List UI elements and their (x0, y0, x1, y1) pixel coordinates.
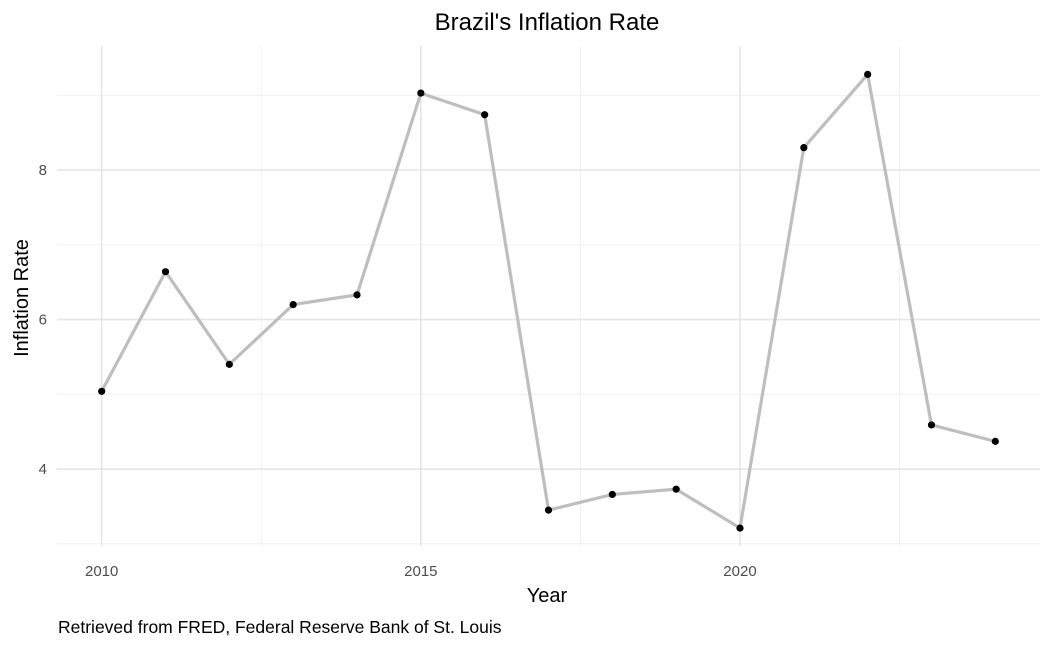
data-point (98, 387, 106, 395)
data-point (481, 111, 489, 119)
x-tick-label: 2020 (723, 563, 756, 580)
data-point (991, 437, 999, 445)
data-point (672, 485, 680, 493)
chart-caption: Retrieved from FRED, Federal Reserve Ban… (58, 617, 502, 637)
chart-title: Brazil's Inflation Rate (435, 9, 660, 36)
x-axis-title: Year (527, 585, 568, 607)
y-tick-label: 8 (39, 162, 47, 179)
x-tick-label: 2015 (404, 563, 437, 580)
tick-labels: 2010 2015 2020 4 6 8 (39, 162, 757, 580)
y-tick-label: 4 (39, 461, 47, 478)
data-point (225, 360, 233, 368)
minor-gridlines (57, 46, 1040, 546)
series-layer (98, 70, 999, 532)
data-point (800, 144, 808, 152)
data-point (927, 421, 936, 429)
data-point (161, 268, 170, 276)
series-line (100, 72, 996, 530)
y-tick-label: 6 (39, 312, 47, 329)
data-point (417, 89, 425, 97)
data-point (353, 291, 361, 299)
data-point (736, 524, 744, 532)
major-gridlines (57, 46, 1040, 546)
data-point (544, 506, 553, 514)
y-axis-title: Inflation Rate (11, 239, 33, 357)
data-point (864, 70, 872, 79)
data-point (289, 300, 297, 309)
x-tick-label: 2010 (85, 563, 118, 580)
data-point (608, 490, 616, 499)
